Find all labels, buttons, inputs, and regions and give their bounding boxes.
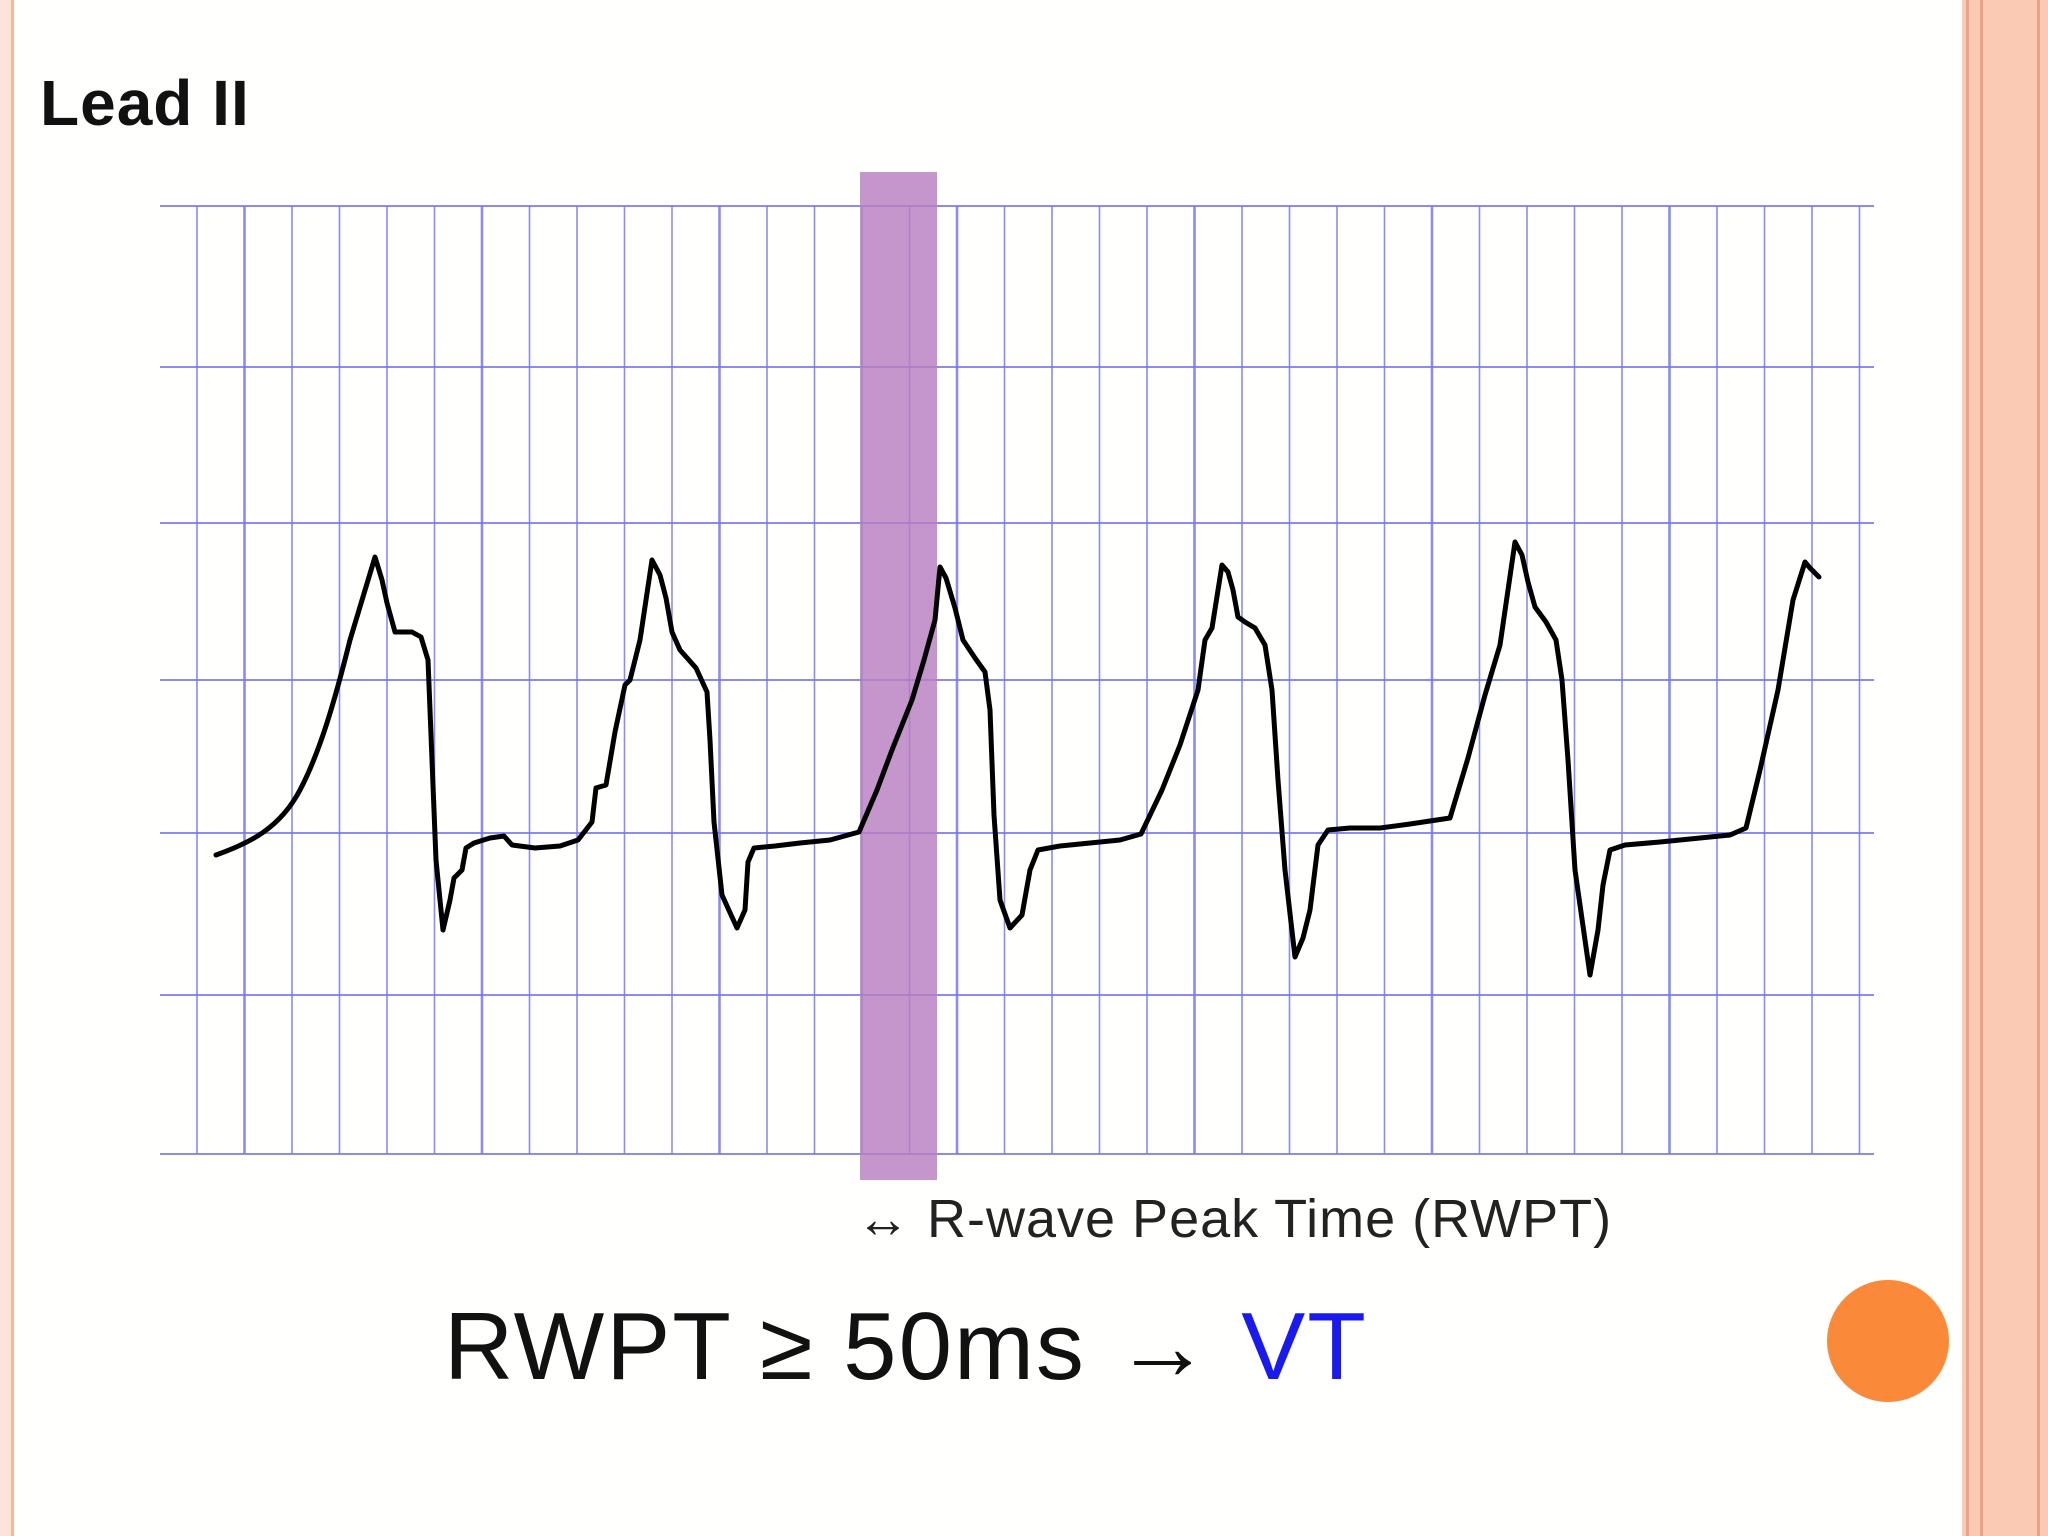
ecg-trace	[213, 539, 1822, 978]
formula-text: RWPT ≥ 50ms →	[444, 1293, 1242, 1400]
formula-result: VT	[1241, 1293, 1368, 1400]
left-border	[0, 0, 14, 1536]
slide-title: Lead II	[40, 67, 250, 139]
rwpt-highlight-band	[860, 172, 937, 1180]
decorative-circle-icon	[1827, 1280, 1949, 1402]
right-border	[1962, 0, 2048, 1536]
ecg-grid	[160, 205, 1874, 1155]
rwpt-formula: RWPT ≥ 50ms → VT	[444, 1292, 1368, 1402]
rwpt-legend: ↔ R-wave Peak Time (RWPT)	[856, 1189, 1613, 1249]
